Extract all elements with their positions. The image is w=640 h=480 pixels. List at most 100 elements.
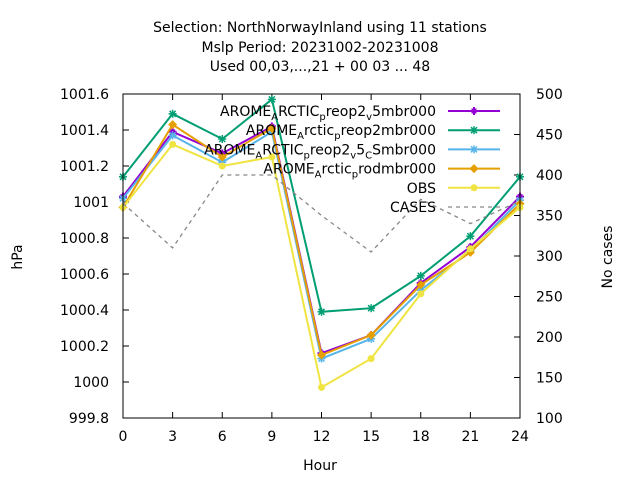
legend-label-part: OBS bbox=[407, 181, 436, 197]
data-point bbox=[416, 280, 426, 290]
data-point bbox=[168, 109, 177, 118]
x-tick-label: 12 bbox=[313, 429, 331, 445]
y-tick-label: 1000.8 bbox=[60, 231, 109, 247]
legend-label-part: rctic bbox=[322, 162, 352, 178]
legend-item: AROMEARCTICpreop2v5mbr000 bbox=[220, 104, 500, 123]
x-tick-label: 24 bbox=[511, 429, 529, 445]
data-point bbox=[317, 350, 326, 360]
y2-tick-label: 250 bbox=[536, 290, 563, 306]
legend-marker bbox=[470, 107, 478, 115]
legend-label-part: reop2 bbox=[310, 142, 350, 158]
legend-label-part: 5mbr000 bbox=[372, 104, 436, 120]
legend-label-part: p bbox=[334, 131, 340, 142]
legend: AROMEARCTICpreop2v5mbr000AROMEArcticpreo… bbox=[204, 104, 500, 216]
legend-label: AROMEArcticprodmbr000 bbox=[263, 162, 436, 181]
legend-label-part: rctic bbox=[304, 123, 334, 139]
y2-axis-label: No cases bbox=[600, 226, 616, 289]
y-tick-label: 999.8 bbox=[69, 411, 109, 427]
data-point bbox=[268, 153, 276, 161]
legend-label-part: A bbox=[315, 170, 322, 181]
legend-marker bbox=[470, 184, 478, 192]
legend-label-part: Smbr000 bbox=[372, 142, 436, 158]
legend-label-part: A bbox=[297, 131, 304, 142]
x-tick-label: 9 bbox=[267, 429, 276, 445]
legend-item: CASES bbox=[390, 200, 500, 216]
legend-label-part: C bbox=[365, 150, 372, 161]
y2-tick-label: 500 bbox=[536, 87, 563, 103]
y-tick-label: 1000.2 bbox=[60, 339, 109, 355]
legend-label-part: AROME bbox=[246, 123, 297, 139]
legend-marker bbox=[470, 145, 478, 154]
y2-tick-label: 400 bbox=[536, 168, 563, 184]
y2-tick-label: 200 bbox=[536, 330, 563, 346]
legend-label-part: AROME bbox=[220, 104, 271, 120]
title-line-1: Selection: NorthNorwayInland using 11 st… bbox=[153, 20, 487, 36]
plot-frame bbox=[122, 93, 521, 419]
legend-label-part: RCTIC bbox=[278, 104, 319, 120]
data-point bbox=[466, 245, 474, 253]
legend-marker bbox=[469, 164, 479, 174]
y-tick-label: 1000.6 bbox=[60, 267, 109, 283]
y2-tick-label: 350 bbox=[536, 209, 563, 225]
legend-label-part: 5 bbox=[356, 142, 365, 158]
x-tick-label: 21 bbox=[461, 429, 479, 445]
legend-item: AROMEArcticpreop2mbr000 bbox=[246, 123, 500, 142]
legend-label-part: AROME bbox=[204, 142, 255, 158]
data-point bbox=[416, 271, 425, 280]
y-axis-label: hPa bbox=[10, 244, 26, 269]
data-point bbox=[367, 355, 375, 363]
series-cases bbox=[122, 174, 521, 253]
title-line-2: Mslp Period: 20231002-20231008 bbox=[202, 40, 439, 56]
legend-label-part: RCTIC bbox=[262, 142, 303, 158]
legend-item: AROMEARCTICpreop2v5CSmbr000 bbox=[204, 142, 500, 161]
y2-tick-label: 450 bbox=[536, 128, 563, 144]
legend-label: CASES bbox=[390, 200, 436, 216]
data-point bbox=[168, 131, 177, 140]
x-axis-label: Hour bbox=[303, 458, 337, 474]
data-point bbox=[217, 152, 227, 162]
legend-label-part: v bbox=[350, 150, 356, 161]
y2-tick-label: 100 bbox=[536, 411, 563, 427]
data-point bbox=[318, 383, 325, 391]
data-point bbox=[366, 330, 376, 340]
x-tick-label: 6 bbox=[218, 429, 227, 445]
y-tick-label: 1001 bbox=[73, 195, 109, 211]
data-point bbox=[367, 304, 376, 313]
x-tick-label: 0 bbox=[119, 429, 128, 445]
x-tick-label: 18 bbox=[412, 429, 430, 445]
axis-ticks: 0 3 6 9 12 15 18 21 24 999.8 1000 1000.2 1000.4 1000.… bbox=[60, 87, 563, 445]
y-tick-label: 1001.4 bbox=[60, 123, 109, 139]
plot-series bbox=[118, 95, 525, 391]
series-line bbox=[122, 174, 521, 253]
legend-label-part: A bbox=[255, 150, 262, 161]
title-line-3: Used 00,03,...,21 + 00 03 ... 48 bbox=[210, 59, 430, 75]
legend-label: AROMEARCTICpreop2v5CSmbr000 bbox=[204, 142, 436, 161]
data-point bbox=[417, 290, 425, 298]
legend-marker bbox=[470, 126, 478, 135]
legend-label-part: p bbox=[319, 112, 325, 123]
data-point bbox=[169, 140, 177, 148]
legend-label-part: p bbox=[352, 170, 358, 181]
x-tick-label: 3 bbox=[168, 429, 177, 445]
legend-label-part: A bbox=[271, 112, 278, 123]
data-point bbox=[267, 123, 277, 133]
legend-item: OBS bbox=[407, 181, 500, 197]
legend-label: OBS bbox=[407, 181, 436, 197]
data-point bbox=[317, 307, 326, 316]
legend-label-part: reop2mbr000 bbox=[341, 123, 436, 139]
y2-tick-label: 150 bbox=[536, 371, 563, 387]
legend-label: AROMEArcticpreop2mbr000 bbox=[246, 123, 436, 142]
legend-label-part: CASES bbox=[390, 200, 436, 216]
legend-label: AROMEARCTICpreop2v5mbr000 bbox=[220, 104, 436, 123]
y2-tick-label: 300 bbox=[536, 249, 563, 265]
data-point bbox=[218, 135, 227, 143]
legend-label-part: reop2 bbox=[326, 104, 366, 120]
data-point bbox=[168, 120, 178, 130]
series-line bbox=[122, 124, 521, 355]
y-tick-label: 1000 bbox=[73, 375, 109, 391]
series-line bbox=[122, 123, 521, 357]
x-tick-label: 15 bbox=[362, 429, 380, 445]
y-tick-label: 1001.6 bbox=[60, 87, 109, 103]
legend-label-part: AROME bbox=[263, 162, 314, 178]
